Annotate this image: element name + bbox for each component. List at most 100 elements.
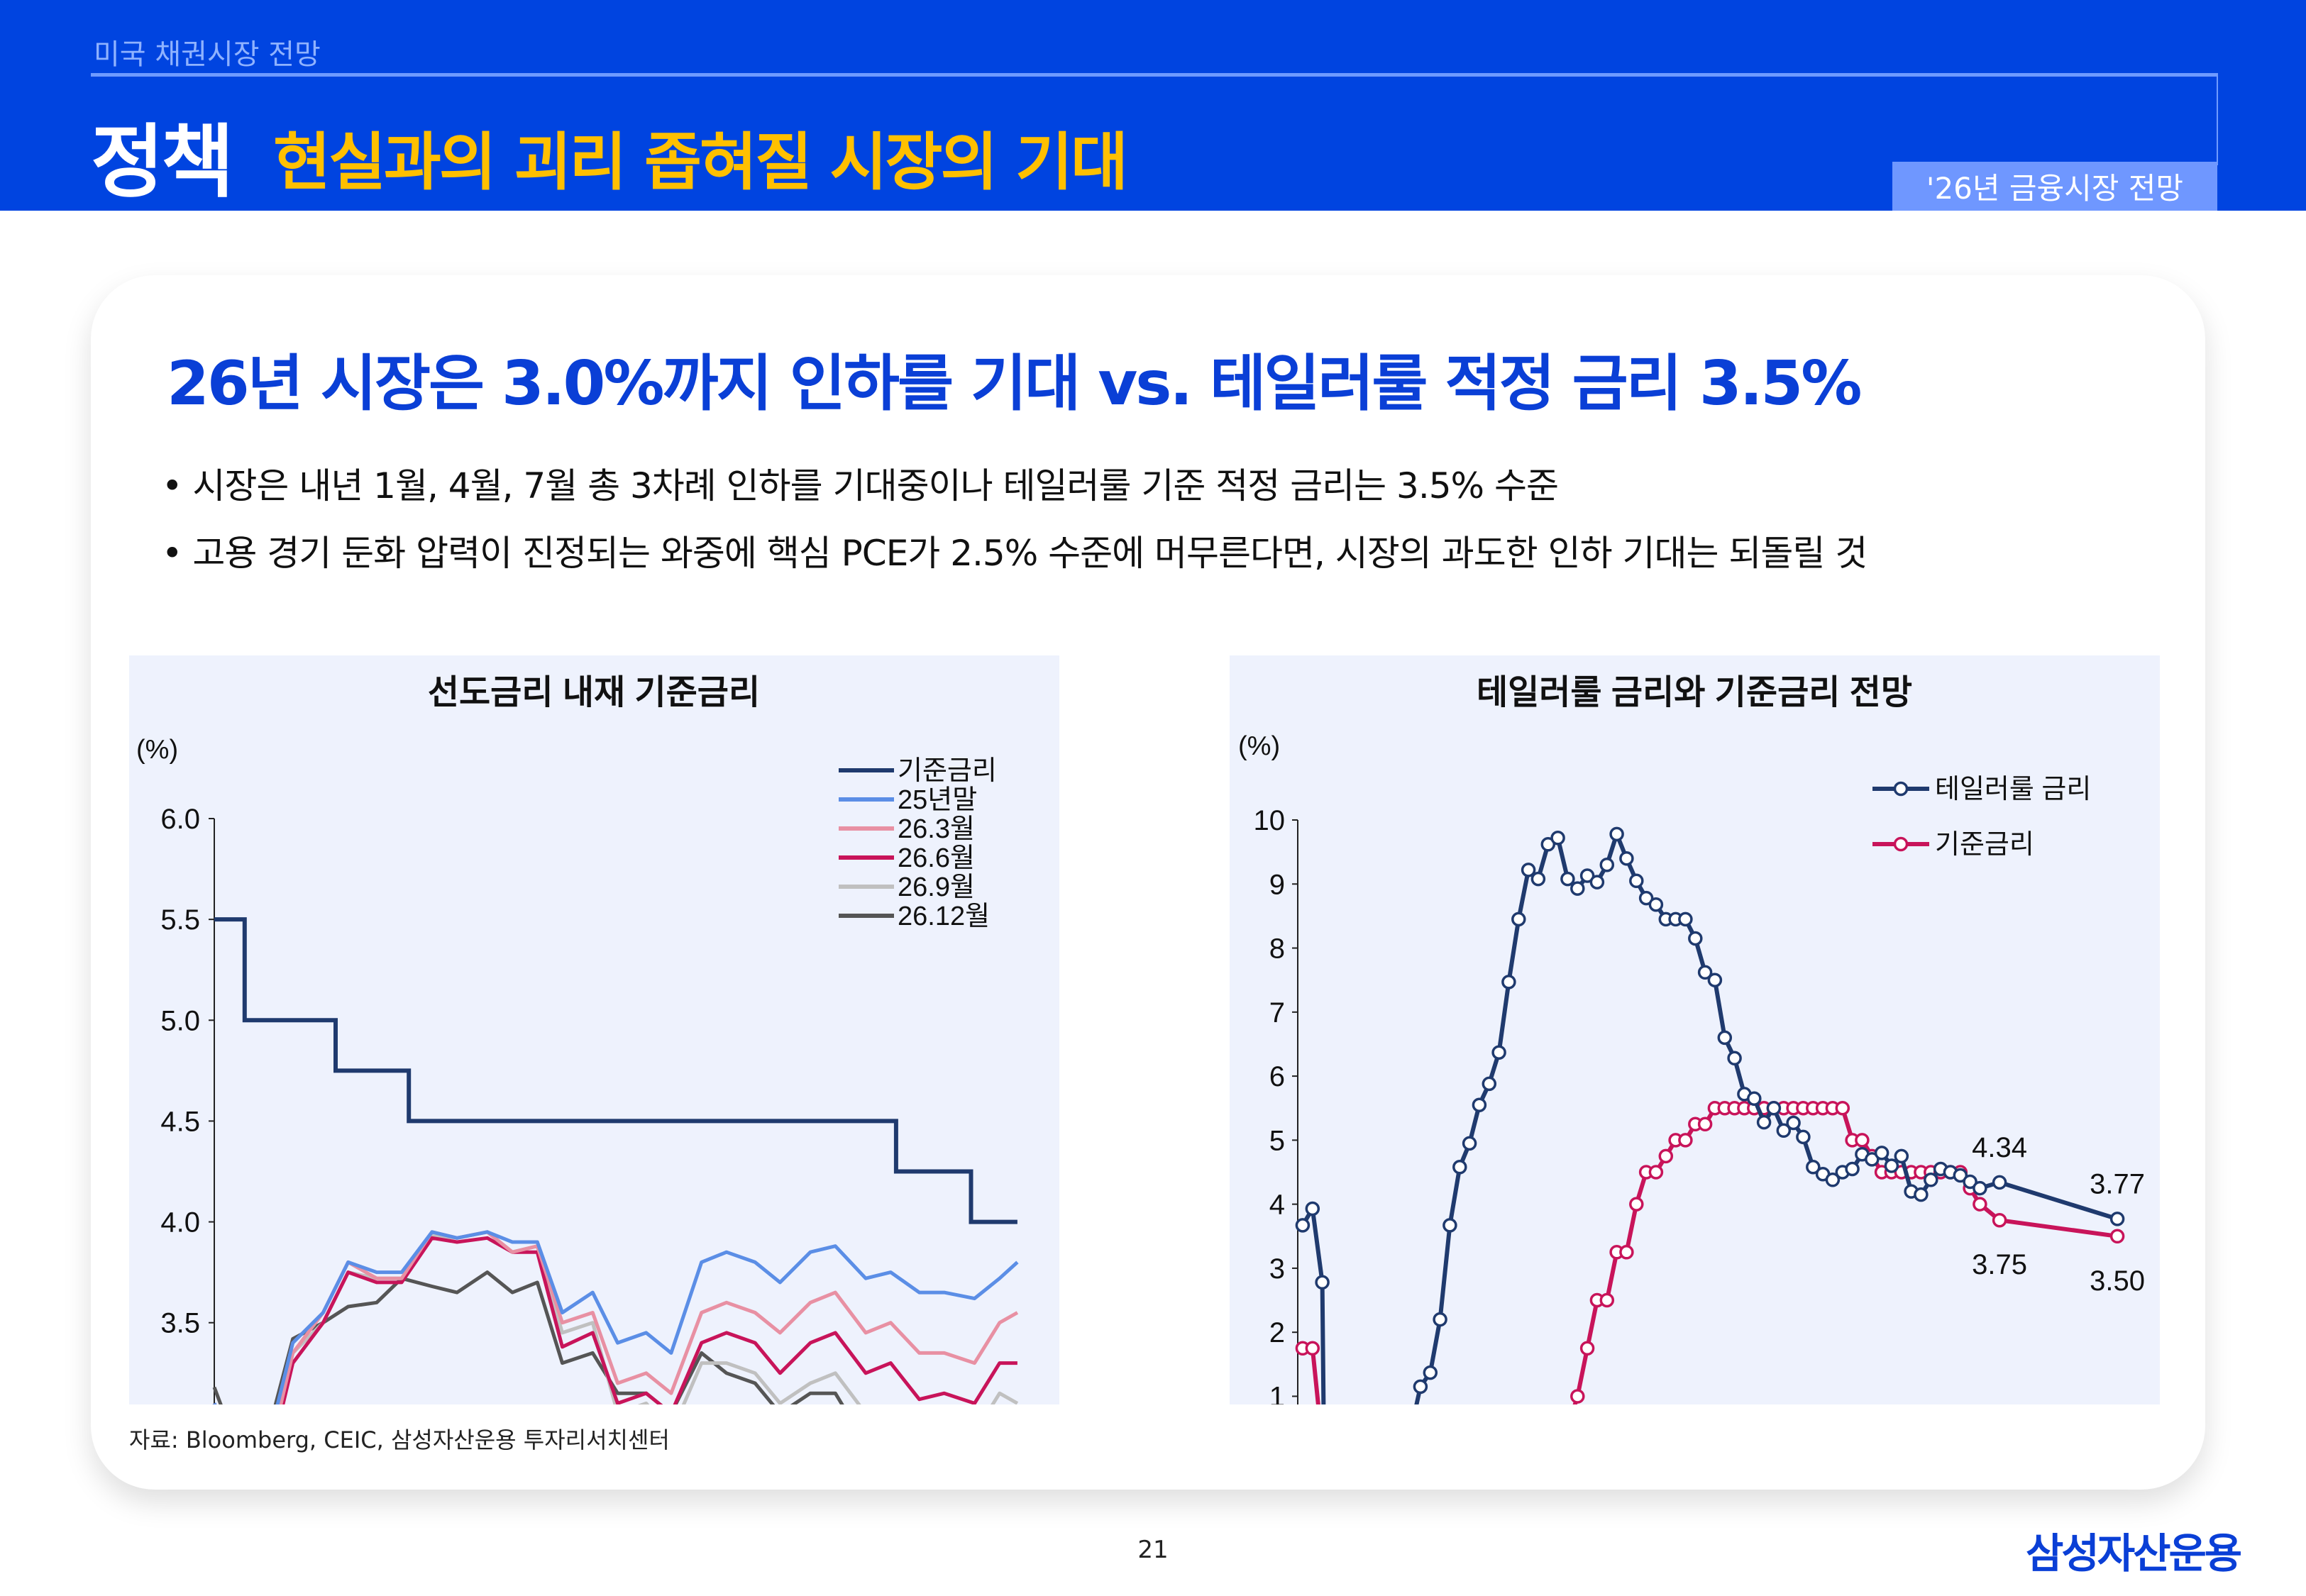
- data-point-테일러룰 금리: [1806, 1160, 1821, 1175]
- data-point-테일러룰 금리: [1638, 890, 1654, 906]
- data-point-테일러룰 금리: [1953, 1168, 1968, 1183]
- series-line-25년말: [212, 1230, 1019, 1404]
- data-point-테일러룰 금리: [1865, 1152, 1880, 1167]
- data-point-기준금리: [1697, 1116, 1713, 1132]
- data-label: 3.77: [2090, 1168, 2145, 1199]
- y-tick-label: 4: [1269, 1190, 1285, 1221]
- bullet-1: • 시장은 내년 1월, 4월, 7월 총 3차례 인하를 기대중이나 테일러룰…: [162, 465, 1559, 506]
- data-point-테일러룰 금리: [1914, 1187, 1929, 1202]
- series-line-policy-rate: [214, 917, 1017, 1224]
- data-point-테일러룰 금리: [1452, 1160, 1467, 1175]
- report-badge: '26년 금융시장 전망: [1892, 162, 2217, 211]
- y-tick-label: 5: [1269, 1125, 1285, 1156]
- y-tick-label: 6: [1269, 1061, 1285, 1092]
- data-point-테일러룰 금리: [1482, 1076, 1497, 1092]
- y-tick-label: 5.0: [160, 1005, 200, 1036]
- chart-taylor-rule: 테일러룰 금리와 기준금리 전망(%)109876543210-12021222…: [1230, 655, 2160, 1404]
- data-point-테일러룰 금리: [1825, 1173, 1841, 1187]
- data-point-기준금리: [2109, 1229, 2125, 1244]
- header-divider: [91, 73, 2218, 77]
- data-label: 4.34: [1972, 1132, 2027, 1163]
- y-axis-unit: (%): [1238, 731, 1280, 761]
- data-point-테일러룰 금리: [1648, 897, 1664, 912]
- legend-label: 25년말: [898, 785, 977, 815]
- y-tick-label: 2: [1269, 1317, 1285, 1348]
- headline: 26년 시장은 3.0%까지 인하를 기대 vs. 테일러룰 적정 금리 3.5…: [167, 348, 1862, 419]
- data-point-테일러룰 금리: [1540, 837, 1556, 852]
- data-point-테일러룰 금리: [1472, 1097, 1487, 1112]
- data-point-테일러룰 금리: [1796, 1129, 1811, 1145]
- data-point-테일러룰 금리: [1678, 911, 1693, 927]
- header-divider-vertical: [2217, 73, 2218, 165]
- data-point-기준금리: [1579, 1341, 1595, 1356]
- y-tick-label: 4.0: [160, 1207, 200, 1238]
- data-point-기준금리: [1305, 1341, 1320, 1356]
- chart-forward-rates: 선도금리 내재 기준금리(%)6.05.55.04.54.03.53.02.52…: [129, 655, 1059, 1404]
- data-point-기준금리: [1678, 1133, 1693, 1148]
- data-point-테일러룰 금리: [1756, 1114, 1772, 1130]
- y-tick-label: 10: [1254, 805, 1286, 836]
- legend-label: 26.9월: [898, 872, 975, 902]
- chart-forward-rates-svg: 선도금리 내재 기준금리(%)6.05.55.04.54.03.53.02.52…: [136, 674, 1019, 1404]
- data-point-테일러룰 금리: [1599, 857, 1615, 872]
- data-point-테일러룰 금리: [1688, 931, 1703, 946]
- data-point-기준금리: [1992, 1212, 2007, 1228]
- legend-marker: [1893, 836, 1909, 852]
- legend-label: 26.3월: [898, 814, 975, 844]
- data-point-테일러룰 금리: [1992, 1175, 2007, 1190]
- series-line-26.12월: [212, 1270, 844, 1404]
- data-label: 3.75: [1972, 1249, 2027, 1280]
- y-tick-label: 5.5: [160, 904, 200, 936]
- data-point-기준금리: [1599, 1292, 1615, 1308]
- page-title: 현실과의 괴리 좁혀질 시장의 기대: [273, 126, 1128, 199]
- header-bar: 미국 채권시장 전망 정책 현실과의 괴리 좁혀질 시장의 기대 '26년 금융…: [0, 0, 2306, 211]
- data-point-기준금리: [1619, 1245, 1634, 1260]
- y-tick-label: 3: [1269, 1253, 1285, 1285]
- data-point-테일러룰 금리: [1501, 975, 1516, 990]
- company-logo: 삼성자산운용: [2026, 1529, 2242, 1578]
- series-line-26.6월: [281, 1236, 1017, 1404]
- data-point-테일러룰 금리: [1442, 1218, 1457, 1233]
- data-point-테일러룰 금리: [1305, 1201, 1320, 1217]
- data-point-테일러룰 금리: [1924, 1173, 1938, 1187]
- data-point-테일러룰 금리: [1609, 826, 1624, 842]
- data-point-테일러룰 금리: [1619, 850, 1634, 866]
- page-number: 21: [1137, 1536, 1169, 1564]
- data-point-테일러룰 금리: [1727, 1051, 1742, 1066]
- series-line-테일러룰 금리: [1414, 828, 2118, 1404]
- y-tick-label: 8: [1269, 933, 1285, 965]
- data-point-테일러룰 금리: [1433, 1312, 1447, 1327]
- data-point-테일러룰 금리: [1707, 972, 1723, 987]
- legend-label: 테일러룰 금리: [1935, 775, 2091, 804]
- data-point-테일러룰 금리: [1521, 863, 1536, 877]
- data-point-테일러룰 금리: [1874, 1146, 1890, 1160]
- data-point-테일러룰 금리: [1717, 1030, 1733, 1046]
- data-point-기준금리: [1855, 1133, 1870, 1148]
- data-point-테일러룰 금리: [1589, 875, 1605, 890]
- y-tick-label: 9: [1269, 869, 1285, 900]
- data-point-테일러룰 금리: [1511, 911, 1526, 927]
- data-point-테일러룰 금리: [1423, 1365, 1438, 1380]
- data-point-기준금리: [1835, 1100, 1850, 1116]
- legend-label: 기준금리: [898, 756, 997, 786]
- data-point-테일러룰 금리: [1697, 965, 1713, 980]
- data-point-테일러룰 금리: [1295, 1218, 1311, 1233]
- page-title-category: 정책: [91, 116, 234, 209]
- data-point-테일러룰 금리: [1570, 881, 1585, 896]
- y-axis-unit: (%): [136, 735, 178, 765]
- y-tick-label: 3.5: [160, 1308, 200, 1339]
- series-line-테일러룰 금리: [1301, 1202, 1326, 1404]
- data-point-테일러룰 금리: [1845, 1161, 1860, 1177]
- series-line-26.3월: [212, 1230, 1019, 1404]
- data-point-기준금리: [1648, 1165, 1664, 1180]
- data-point-테일러룰 금리: [1579, 868, 1595, 883]
- data-point-테일러룰 금리: [1560, 871, 1575, 887]
- legend-label: 26.6월: [898, 843, 975, 873]
- y-tick-label: 1: [1269, 1381, 1285, 1404]
- y-tick-label: 4.5: [160, 1106, 200, 1137]
- y-tick-label: 6.0: [160, 804, 200, 835]
- chart-title: 선도금리 내재 기준금리: [428, 674, 760, 711]
- data-point-테일러룰 금리: [1629, 873, 1644, 889]
- bullet-2: • 고용 경기 둔화 압력이 진정되는 와중에 핵심 PCE가 2.5% 수준에…: [162, 533, 1868, 574]
- data-point-기준금리: [1973, 1197, 1987, 1212]
